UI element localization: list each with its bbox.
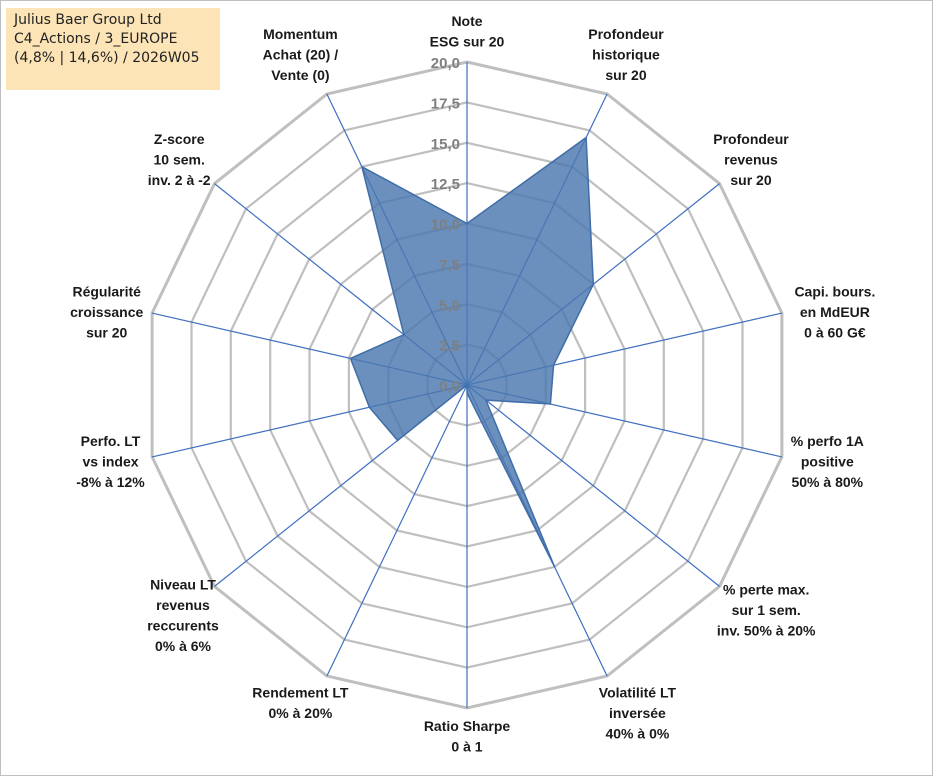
radar-axis-labels: Note ESG sur 20 Profondeur historique sur 20…: [70, 13, 875, 755]
info-company: Julius Baer Group Ltd: [14, 12, 162, 28]
axis-label-13: Z-score 10 sem. inv. 2 à -2: [148, 131, 211, 188]
axis-label-12: Régularité croissance sur 20: [70, 283, 143, 340]
tick-label: 20,0: [431, 55, 460, 72]
tick-label: 7,5: [439, 257, 460, 274]
radar-tick-labels: 0,0 2,5 5,0 7,5 10,0 12,5 15,0 17,5 20,0: [431, 55, 460, 395]
axis-label-9: Rendement LT 0% à 20%: [252, 685, 349, 722]
series-area: [349, 136, 595, 568]
axis-label-8: Ratio Sharpe 0 à 1: [424, 718, 511, 755]
axis-label-6: % perte max. sur 1 sem. inv. 50% à 20%: [717, 582, 816, 639]
axis-label-2: Profondeur historique sur 20: [588, 26, 664, 83]
radar-series: [349, 136, 595, 568]
tick-label: 10,0: [431, 217, 460, 234]
tick-label: 12,5: [431, 176, 460, 193]
tick-label: 0,0: [439, 378, 460, 395]
tick-label: 17,5: [431, 95, 460, 112]
axis-label-14: Momentum Achat (20) / Vente (0): [263, 26, 339, 83]
tick-label: 15,0: [431, 136, 460, 153]
axis-label-5: % perfo 1A positive 50% à 80%: [791, 433, 864, 490]
tick-label: 2,5: [439, 338, 460, 355]
axis-label-7: Volatilité LT inversée 40% à 0%: [599, 685, 677, 742]
tick-label: 5,0: [439, 297, 460, 314]
axis-spoke-9: [326, 384, 468, 677]
axis-spoke-6: [466, 384, 720, 587]
axis-label-3: Profondeur revenus sur 20: [713, 131, 789, 188]
axis-label-4: Capi. bours. en MdEUR 0 à 60 G€: [794, 283, 875, 340]
axis-label-1: Note ESG sur 20: [430, 13, 505, 50]
info-box: Julius Baer Group Ltd C4_Actions / 3_EUR…: [6, 8, 220, 90]
axis-label-10: Niveau LT revenus reccurents 0% à 6%: [147, 577, 219, 655]
info-stats: (4,8% | 14,6%) / 2026W05: [14, 50, 200, 66]
axis-label-11: Perfo. LT vs index -8% à 12%: [76, 433, 145, 490]
info-category: C4_Actions / 3_EUROPE: [14, 31, 178, 47]
